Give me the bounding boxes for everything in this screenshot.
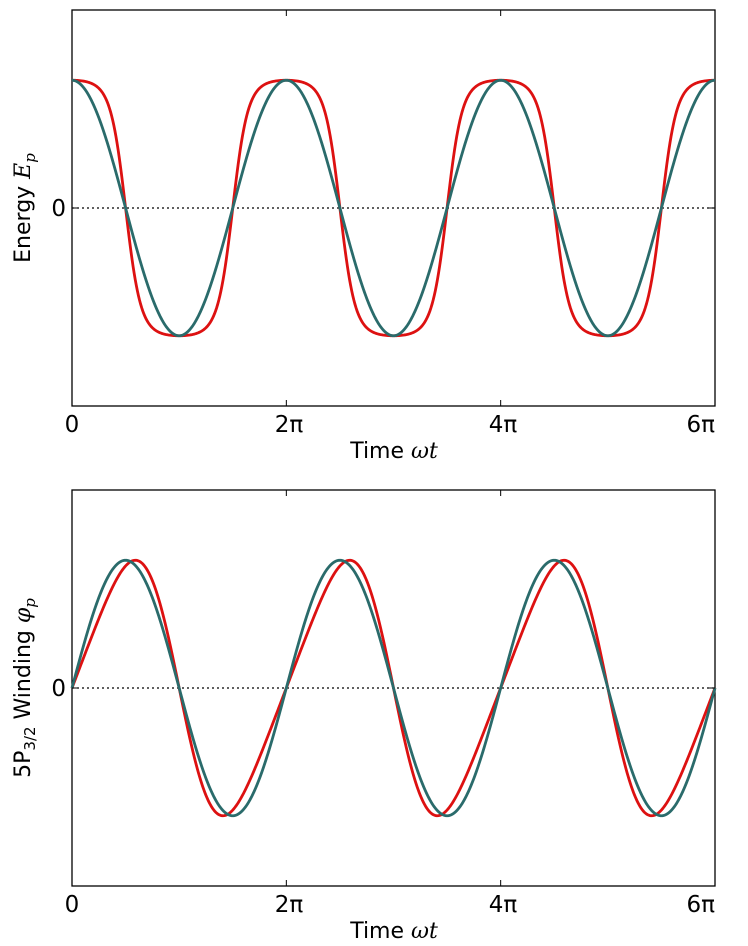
energy-xtick-label: 4π [489, 412, 518, 438]
winding-ticks [71, 490, 716, 886]
energy-y-axis-label: Energy Ep [11, 153, 39, 263]
energy-xtick-labels: 0 2π 4π 6π [65, 412, 715, 438]
energy-series-teal [71, 78, 716, 338]
winding-xtick-labels: 0 2π 4π 6π [65, 892, 715, 918]
winding-xtick-label: 4π [489, 892, 518, 918]
winding-xtick-label: 2π [275, 892, 304, 918]
winding-ytick-0: 0 [51, 676, 66, 702]
energy-ticks [71, 10, 716, 406]
winding-x-axis-label: Time ωt [349, 919, 438, 944]
winding-panel: 0 0 2π 4π 6π Time ωt 5P3/2 Winding φp [11, 489, 717, 944]
winding-xtick-label: 6π [687, 892, 716, 918]
winding-y-axis-label: 5P3/2 Winding φp [11, 598, 39, 778]
winding-xtick-label: 0 [65, 892, 80, 918]
energy-xtick-label: 2π [275, 412, 304, 438]
energy-panel: 0 0 2π 4π 6π Time ωt Energy Ep [11, 9, 716, 464]
energy-x-axis-label: Time ωt [349, 439, 438, 464]
energy-xtick-label: 0 [65, 412, 80, 438]
energy-ytick-0: 0 [51, 196, 66, 222]
winding-series-teal [70, 558, 717, 818]
energy-xtick-label: 6π [687, 412, 716, 438]
